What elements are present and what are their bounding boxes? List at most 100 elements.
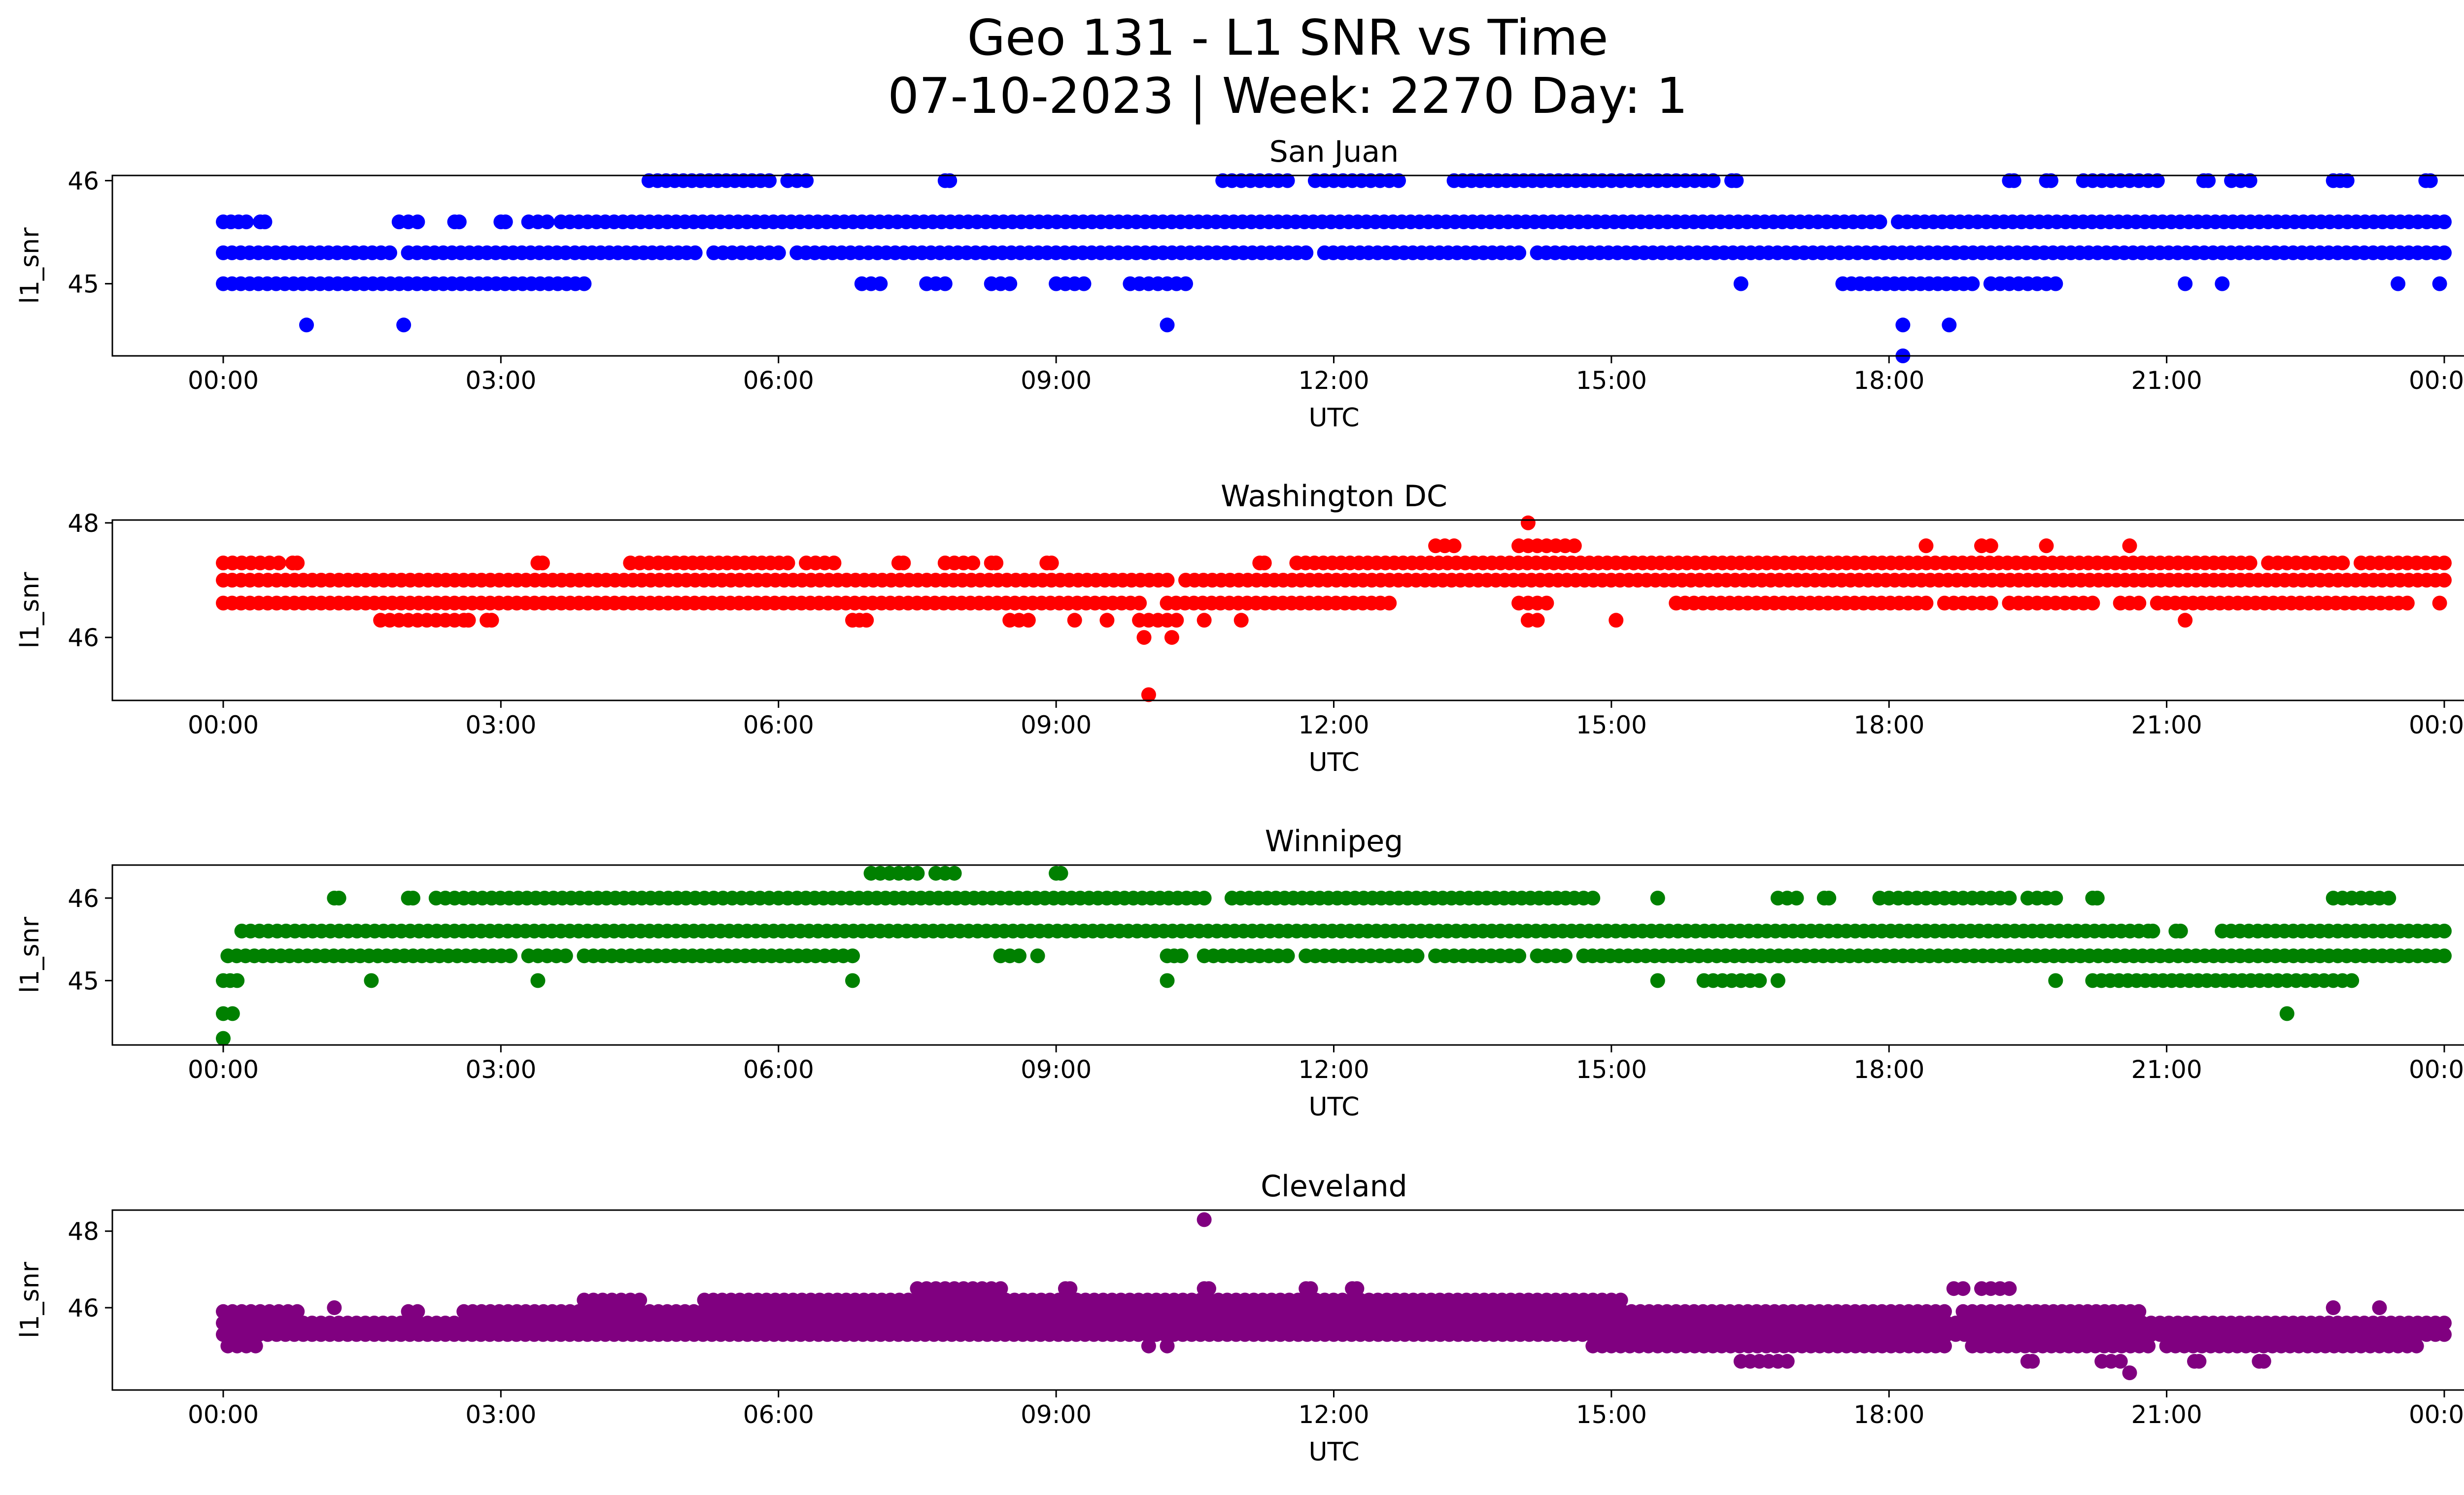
data-point: [1099, 613, 1115, 628]
y-axis-label: l1_snr: [15, 227, 45, 304]
data-point: [965, 556, 981, 571]
data-point: [2201, 173, 2216, 188]
data-point: [1002, 276, 1018, 291]
data-point: [2085, 595, 2100, 611]
data-point: [1053, 866, 1068, 881]
data-point: [2002, 1281, 2017, 1296]
data-point: [1076, 276, 1092, 291]
data-point: [2145, 923, 2160, 939]
data-point: [1955, 1281, 1971, 1296]
x-tick-label: 12:00: [1298, 366, 1369, 395]
data-point: [327, 1300, 342, 1315]
data-point: [2131, 1304, 2147, 1319]
data-point: [2122, 538, 2137, 554]
y-tick-label: 48: [68, 1217, 99, 1246]
data-point: [1937, 1338, 1952, 1354]
data-point: [1233, 613, 1249, 628]
x-axis-label: UTC: [1308, 748, 1359, 777]
x-axis-label: UTC: [1308, 1437, 1359, 1467]
data-point: [1062, 1281, 1078, 1296]
data-point: [2437, 214, 2452, 230]
y-tick-label: 45: [68, 967, 99, 995]
x-tick-label: 03:00: [465, 1055, 536, 1084]
data-point: [993, 1281, 1008, 1296]
chart-panel: Washington DC 00:00 03:00 06:00 09:00 12:00 15…: [15, 479, 2464, 777]
x-tick-label: 15:00: [1576, 711, 1647, 739]
data-point: [299, 317, 314, 333]
data-point: [2242, 556, 2258, 571]
data-point: [271, 556, 286, 571]
data-point: [1780, 1354, 1795, 1369]
data-point: [1164, 630, 1179, 645]
x-tick-label: 12:00: [1298, 1400, 1369, 1429]
x-tick-label: 09:00: [1021, 1055, 1092, 1084]
data-point: [1391, 173, 1406, 188]
data-point: [771, 245, 786, 260]
data-point: [2381, 891, 2396, 905]
x-tick-label: 00:00: [2409, 711, 2464, 739]
data-points: [216, 866, 2452, 1046]
data-point: [2242, 173, 2258, 188]
data-point: [410, 1304, 425, 1319]
data-point: [2399, 595, 2415, 611]
data-point: [910, 866, 925, 881]
data-point: [1789, 891, 1804, 905]
data-point: [2437, 1327, 2452, 1342]
data-point: [762, 173, 777, 188]
data-point: [1201, 1281, 1216, 1296]
x-tick-label: 00:00: [188, 711, 259, 739]
x-tick-label: 21:00: [2131, 366, 2202, 395]
figure-title-line2: 07-10-2023 | Week: 2270 Day: 1: [888, 67, 1688, 125]
data-point: [2432, 595, 2447, 611]
x-tick-label: 15:00: [1576, 1400, 1647, 1429]
data-point: [540, 214, 555, 230]
data-point: [845, 948, 860, 964]
data-point: [216, 1031, 231, 1046]
data-point: [1706, 173, 1721, 188]
panel-title: San Juan: [1269, 135, 1399, 169]
data-point: [780, 556, 795, 571]
x-tick-label: 00:00: [188, 1400, 259, 1429]
data-point: [1141, 687, 1156, 702]
data-point: [257, 214, 273, 230]
data-point: [1937, 1304, 1952, 1319]
y-tick-label: 46: [68, 167, 99, 195]
x-tick-label: 06:00: [743, 1400, 814, 1429]
data-point: [2437, 573, 2452, 588]
data-point: [1178, 276, 1193, 291]
data-point: [1983, 538, 1998, 554]
data-point: [1409, 948, 1425, 964]
data-point: [1511, 245, 1527, 260]
data-point: [989, 556, 1004, 571]
data-point: [2339, 173, 2355, 188]
data-point: [2006, 173, 2021, 188]
y-tick-label: 46: [68, 1294, 99, 1322]
data-point: [558, 948, 573, 964]
x-tick-label: 03:00: [465, 366, 536, 395]
x-tick-label: 03:00: [465, 711, 536, 739]
data-point: [1169, 613, 1184, 628]
data-point: [687, 245, 703, 260]
data-point: [1511, 948, 1527, 964]
x-tick-label: 15:00: [1576, 366, 1647, 395]
data-point: [1918, 595, 1934, 611]
data-point: [535, 556, 550, 571]
data-point: [1136, 630, 1152, 645]
data-point: [1349, 1281, 1365, 1296]
data-point: [406, 891, 420, 905]
data-point: [1021, 613, 1036, 628]
x-tick-label: 00:00: [2409, 1055, 2464, 1084]
panel-title: Washington DC: [1221, 479, 1447, 514]
data-point: [2002, 891, 2017, 905]
x-tick-label: 03:00: [465, 1400, 536, 1429]
data-point: [2437, 556, 2452, 571]
data-point: [2025, 1354, 2040, 1369]
data-point: [1303, 1281, 1318, 1296]
data-point: [942, 173, 958, 188]
panel-title: Cleveland: [1261, 1169, 1407, 1204]
data-point: [1160, 573, 1175, 588]
data-point: [1821, 891, 1837, 905]
x-axis-label: UTC: [1308, 403, 1359, 433]
data-point: [2173, 923, 2188, 939]
